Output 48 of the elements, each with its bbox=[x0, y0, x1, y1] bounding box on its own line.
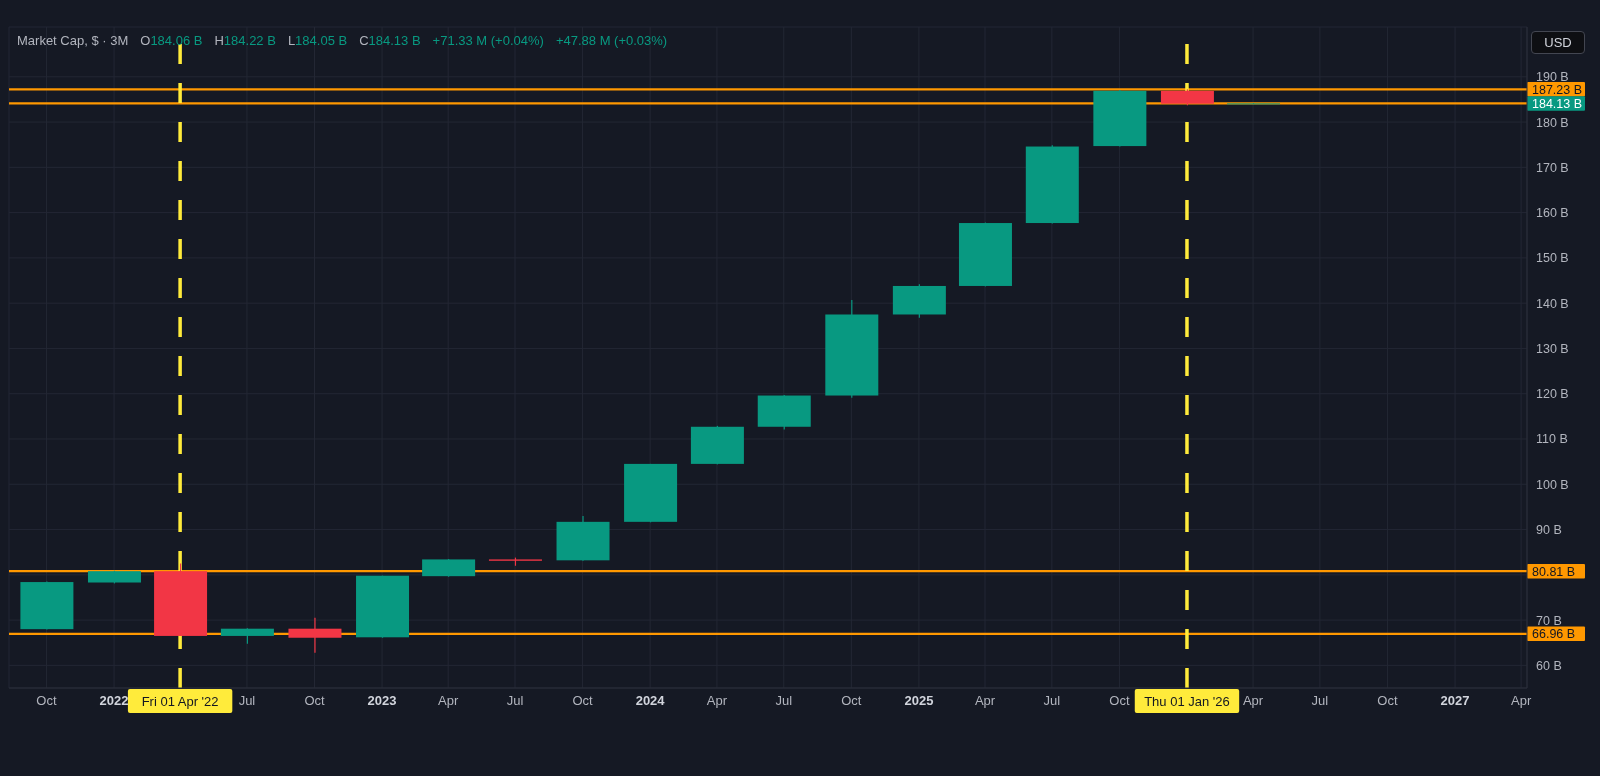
y-tick-label: 100 B bbox=[1536, 477, 1569, 492]
x-tick-label: Jul bbox=[1311, 693, 1329, 709]
x-tick-label: Apr bbox=[438, 693, 459, 709]
y-tick-label: 170 B bbox=[1536, 160, 1569, 175]
x-tick-label: 2024 bbox=[635, 693, 666, 709]
y-axis-title: USD bbox=[1531, 31, 1585, 54]
y-tick-label: 150 B bbox=[1536, 251, 1569, 266]
ref-line-label: 187.23 B bbox=[1532, 82, 1583, 97]
y-tick-label: 110 B bbox=[1536, 432, 1568, 447]
x-tick-label: Oct bbox=[304, 693, 325, 709]
ref-line-label: 66.96 B bbox=[1532, 627, 1576, 642]
ref-line-label: Fri 01 Apr '22 bbox=[141, 693, 219, 709]
annotation: O184.06 B bbox=[140, 33, 203, 48]
annotation: +71.33 M (+0.04%) bbox=[432, 33, 544, 48]
x-tick-label: Jul bbox=[238, 693, 256, 709]
annotation: H184.22 B bbox=[214, 33, 276, 48]
y-tick-label: 180 B bbox=[1536, 115, 1569, 130]
x-tick-label: Apr bbox=[974, 693, 996, 709]
y-tick-label: 190 B bbox=[1536, 70, 1569, 85]
x-tick-label: Apr bbox=[1511, 693, 1532, 709]
x-tick-label: Oct bbox=[841, 693, 862, 709]
y-tick-label: 130 B bbox=[1536, 341, 1569, 356]
x-tick-label: 2025 bbox=[904, 693, 934, 709]
annotation: +47.88 M (+0.03%) bbox=[555, 33, 668, 48]
ref-line-label: Thu 01 Jan '26 bbox=[1144, 693, 1230, 709]
annotation: C184.13 B bbox=[359, 33, 421, 48]
x-tick-label: Oct bbox=[1109, 693, 1130, 709]
y-tick-label: 120 B bbox=[1536, 387, 1569, 402]
x-tick-label: Oct bbox=[1377, 693, 1398, 709]
ref-line-label: 80.81 B bbox=[1532, 564, 1576, 579]
text: Market Cap, $ · 3M bbox=[17, 33, 129, 49]
y-tick-label: 70 B bbox=[1536, 613, 1562, 628]
x-tick-label: 2027 bbox=[1440, 693, 1470, 709]
x-tick-label: Oct bbox=[572, 693, 594, 709]
x-tick-label: Oct bbox=[36, 693, 57, 709]
x-tick-label: 2023 bbox=[367, 693, 397, 709]
x-tick-label: Jul bbox=[1043, 693, 1061, 709]
y-tick-label: 60 B bbox=[1536, 658, 1562, 673]
y-tick-label: 90 B bbox=[1536, 522, 1562, 537]
x-tick-label: Jul bbox=[506, 693, 524, 709]
ref-line-label: 184.13 B bbox=[1532, 96, 1583, 111]
y-tick-label: 160 B bbox=[1536, 206, 1569, 221]
x-tick-label: Apr bbox=[1242, 693, 1264, 709]
x-tick-label: 2022 bbox=[99, 693, 129, 709]
x-tick-label: Jul bbox=[775, 693, 793, 709]
y-tick-label: 140 B bbox=[1536, 296, 1569, 311]
x-tick-label: Apr bbox=[706, 693, 728, 709]
annotation: L184.05 B bbox=[287, 33, 348, 48]
